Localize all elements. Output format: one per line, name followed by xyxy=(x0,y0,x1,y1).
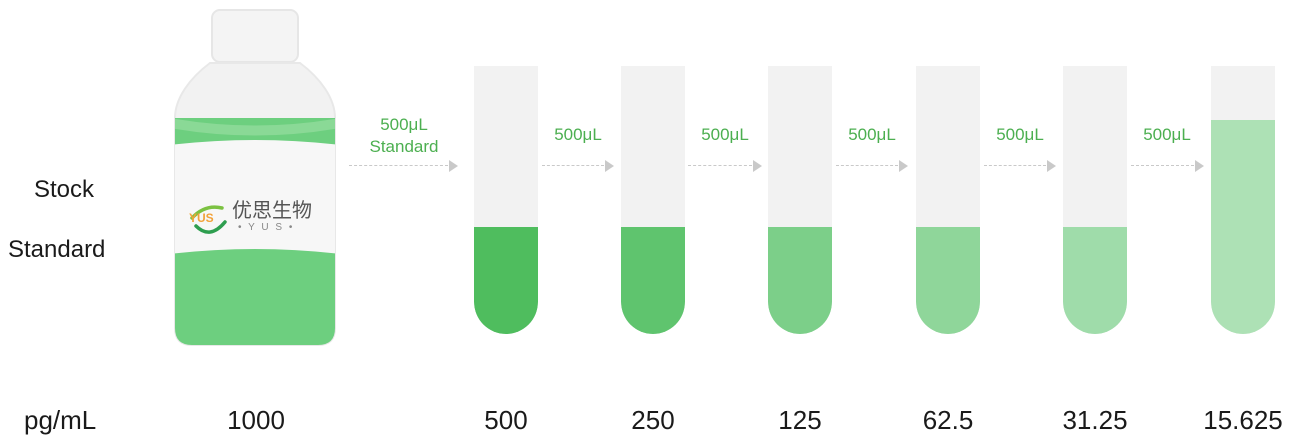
transfer-volume: 500μL xyxy=(996,125,1044,144)
arrow-head-icon xyxy=(605,160,614,172)
transfer-arrow xyxy=(349,160,458,172)
transfer-volume: 500μL xyxy=(1143,125,1191,144)
bottle-cap xyxy=(211,9,299,63)
test-tube-2 xyxy=(621,66,685,334)
tube-concentration: 15.625 xyxy=(1203,405,1283,435)
stock-label: Stock xyxy=(34,176,95,203)
test-tube-6 xyxy=(1211,66,1275,334)
transfer-arrow xyxy=(836,160,908,172)
arrow-head-icon xyxy=(449,160,458,172)
transfer-arrow xyxy=(984,160,1056,172)
transfer-arrow xyxy=(1131,160,1204,172)
transfer-volume: 500μL xyxy=(701,125,749,144)
svg-text:YUS: YUS xyxy=(189,211,214,225)
test-tube-1 xyxy=(474,66,538,334)
transfer-volume-label: 500μL xyxy=(701,124,749,146)
transfer-arrow xyxy=(542,160,614,172)
unit-label: pg/mL xyxy=(24,405,97,435)
tube-liquid xyxy=(916,226,980,334)
tube-concentration: 62.5 xyxy=(922,405,974,435)
transfer-volume: 500μL xyxy=(554,125,602,144)
transfer-arrow xyxy=(688,160,762,172)
tube-liquid xyxy=(474,226,538,334)
test-tube-3 xyxy=(768,66,832,334)
transfer-substance: Standard xyxy=(369,137,439,156)
arrow-head-icon xyxy=(753,160,762,172)
bottle-label-band xyxy=(175,140,335,254)
yus-logo-icon: YUS xyxy=(189,205,227,234)
standard-label: Standard xyxy=(8,236,106,263)
tube-liquid xyxy=(1063,226,1127,334)
tube-concentration: 125 xyxy=(778,405,822,435)
test-tube-4 xyxy=(916,66,980,334)
transfer-volume-label: 500μL xyxy=(1143,124,1191,146)
brand-name-cn: 优思生物 xyxy=(232,198,312,222)
transfer-volume-label: 500μL xyxy=(848,124,896,146)
transfer-volume-label: 500μL Standard xyxy=(370,114,439,158)
brand-name-en: • Y U S • xyxy=(238,222,295,233)
tube-liquid xyxy=(1211,119,1275,334)
test-tube-5 xyxy=(1063,66,1127,334)
transfer-volume: 500μL xyxy=(848,125,896,144)
transfer-volume-label: 500μL xyxy=(554,124,602,146)
tube-concentration: 500 xyxy=(484,405,528,435)
stock-bottle: YUS xyxy=(174,9,336,346)
transfer-volume-label: 500μL xyxy=(996,124,1044,146)
arrow-head-icon xyxy=(1195,160,1204,172)
arrow-head-icon xyxy=(899,160,908,172)
stock-concentration: 1000 xyxy=(227,405,285,435)
transfer-volume: 500μL xyxy=(380,115,428,134)
tube-concentration: 250 xyxy=(631,405,675,435)
tube-concentration: 31.25 xyxy=(1062,405,1128,435)
arrow-head-icon xyxy=(1047,160,1056,172)
tube-liquid xyxy=(768,226,832,334)
tube-liquid xyxy=(621,226,685,334)
